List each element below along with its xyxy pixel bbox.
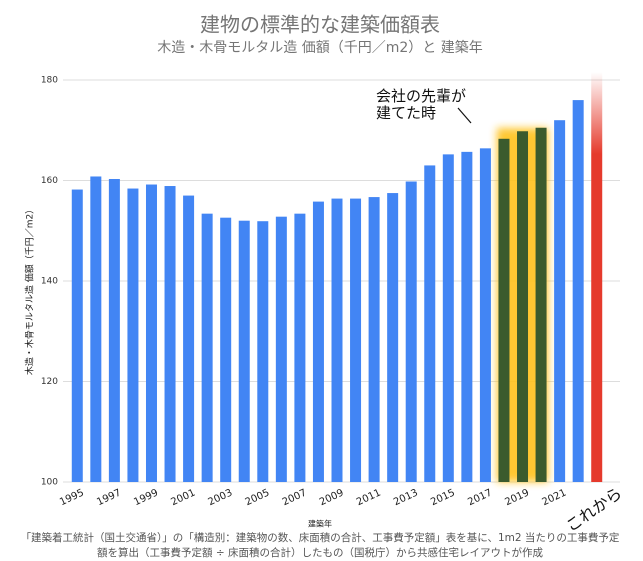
- bar: [108, 178, 120, 482]
- y-tick-label: 140: [41, 277, 58, 287]
- x-tick-label: 2015: [429, 487, 457, 508]
- x-tick-label: 1995: [58, 487, 86, 508]
- future-label: これから: [562, 483, 625, 535]
- bar: [479, 148, 491, 482]
- x-tick-label: 1999: [132, 487, 160, 508]
- annotation: 会社の先輩が建てた時: [376, 87, 466, 122]
- bar: [127, 188, 139, 483]
- bar: [405, 181, 417, 482]
- x-tick-label: 1997: [95, 487, 123, 508]
- bar: [498, 138, 510, 483]
- bar: [312, 201, 324, 483]
- bar: [572, 100, 584, 482]
- y-tick-label: 100: [41, 478, 58, 488]
- x-tick-label: 2001: [169, 487, 197, 508]
- bar: [238, 220, 250, 482]
- bar: [183, 195, 195, 482]
- x-tick-label: 2005: [244, 487, 272, 508]
- bar: [331, 198, 343, 482]
- chart-subtitle: 木造・木骨モルタル造 価額（千円／m2）と 建築年: [157, 40, 482, 56]
- y-axis-label: 木造・木骨モルタル造 価額（千円／m2）: [24, 205, 36, 375]
- x-tick-label: 2017: [466, 487, 494, 508]
- bar: [275, 216, 287, 482]
- y-tick-label: 160: [41, 176, 58, 186]
- bar: [442, 154, 454, 482]
- x-tick-label: 2003: [207, 487, 235, 508]
- x-tick-label: 2011: [355, 487, 383, 508]
- bar: [145, 184, 157, 482]
- footnote: 額を算出（工事費予定額 ÷ 床面積の合計）したもの（国税庁）から共感住宅レイアウ…: [97, 546, 543, 559]
- bar: [517, 131, 529, 482]
- bar: [257, 221, 269, 482]
- x-axis-label: 建築年: [308, 519, 332, 529]
- bar: [461, 151, 473, 483]
- bar: [164, 186, 176, 482]
- bar: [554, 120, 566, 482]
- footnote: 「建築着工統計（国土交通省）」の「構造別：建築物の数、床面積の合計、工事費予定額…: [21, 531, 620, 544]
- bar: [294, 213, 306, 483]
- bar: [90, 176, 102, 483]
- x-tick-label: 2019: [503, 487, 531, 508]
- bar: [424, 165, 436, 483]
- bar: [535, 127, 547, 483]
- bar: [71, 189, 83, 483]
- x-tick-label: 2013: [392, 487, 420, 508]
- annotation-pointer: [457, 107, 472, 124]
- bar: [201, 213, 213, 483]
- bar: [387, 193, 399, 482]
- chart-title: 建物の標準的な建築価額表: [200, 13, 440, 37]
- bar: [220, 217, 232, 482]
- x-tick-label: 2007: [281, 487, 309, 508]
- future-bar: [591, 72, 603, 482]
- bar: [368, 197, 380, 482]
- x-tick-label: 2021: [540, 487, 568, 508]
- x-tick-label: 2009: [318, 487, 346, 508]
- y-tick-label: 120: [41, 377, 58, 387]
- bar: [350, 198, 362, 482]
- y-tick-label: 180: [41, 76, 58, 86]
